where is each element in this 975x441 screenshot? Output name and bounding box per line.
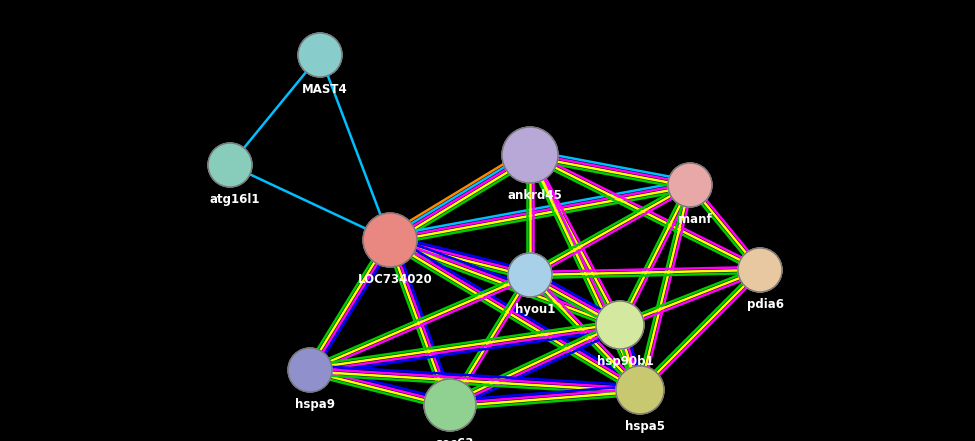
Circle shape — [298, 33, 342, 77]
Circle shape — [616, 366, 664, 414]
Text: hspa5: hspa5 — [625, 420, 665, 433]
Text: MAST4: MAST4 — [302, 83, 348, 96]
Circle shape — [502, 127, 558, 183]
Circle shape — [668, 163, 712, 207]
Text: pdia6: pdia6 — [747, 298, 784, 311]
Text: sec63: sec63 — [436, 437, 474, 441]
Circle shape — [363, 213, 417, 267]
Text: hsp90b1: hsp90b1 — [597, 355, 653, 368]
Circle shape — [208, 143, 252, 187]
Circle shape — [424, 379, 476, 431]
Text: ankrd45: ankrd45 — [508, 189, 563, 202]
Circle shape — [596, 301, 644, 349]
Text: hspa9: hspa9 — [295, 398, 335, 411]
Text: LOC734020: LOC734020 — [358, 273, 432, 286]
Text: hyou1: hyou1 — [515, 303, 555, 316]
Text: atg16l1: atg16l1 — [210, 193, 260, 206]
Circle shape — [508, 253, 552, 297]
Circle shape — [738, 248, 782, 292]
Circle shape — [288, 348, 332, 392]
Text: manf: manf — [679, 213, 712, 226]
